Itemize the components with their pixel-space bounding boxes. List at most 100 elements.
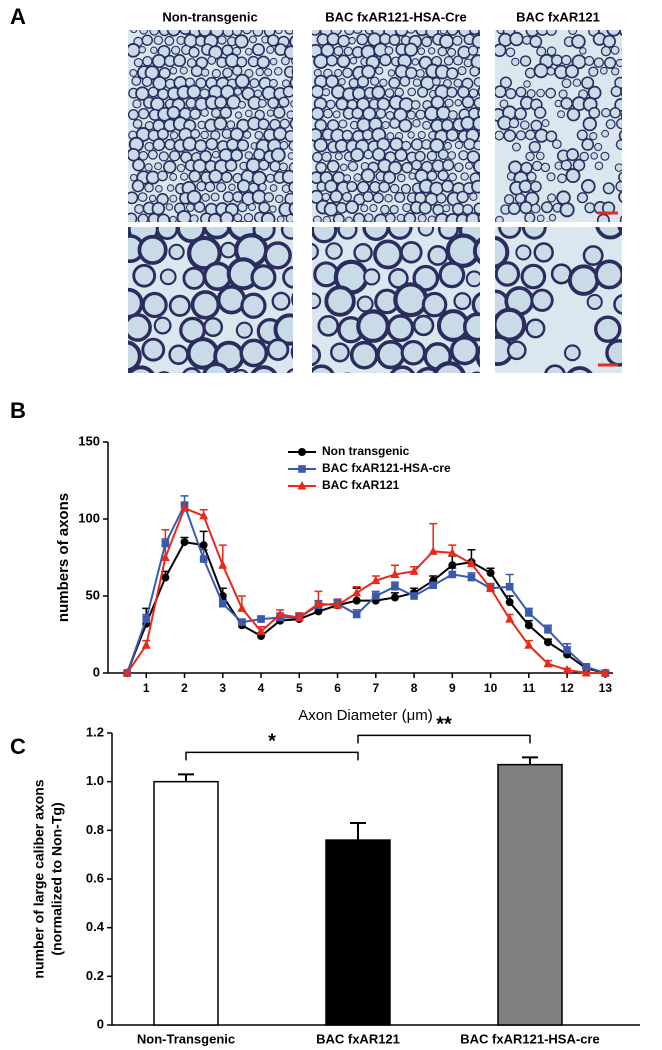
point [505, 582, 514, 591]
axon [286, 368, 293, 373]
axon [265, 173, 275, 183]
axon [290, 100, 293, 108]
axon [248, 35, 257, 44]
point [524, 621, 533, 630]
axon [560, 54, 572, 66]
axon [291, 30, 293, 34]
axon [239, 338, 269, 368]
axon [186, 189, 202, 205]
axon [498, 227, 522, 239]
axon [291, 292, 293, 306]
x-tick-label: 7 [372, 681, 379, 695]
panel-letter: C [10, 734, 26, 759]
axon [457, 66, 467, 76]
point [199, 510, 209, 520]
bar [325, 839, 391, 1026]
axon [137, 234, 168, 265]
axon [397, 173, 406, 183]
axon [515, 130, 527, 141]
axon [234, 111, 243, 119]
axon [445, 128, 459, 142]
axon [362, 129, 374, 141]
axon [348, 36, 356, 45]
axon [232, 65, 243, 76]
point [409, 566, 419, 575]
axon [376, 97, 391, 111]
axon [384, 46, 394, 56]
axon [541, 201, 553, 214]
axon [544, 364, 566, 373]
axon [417, 227, 435, 237]
axon [286, 110, 293, 120]
axon [394, 148, 408, 162]
axon [249, 78, 260, 89]
x-tick-label: 6 [334, 681, 341, 695]
axon [326, 159, 340, 173]
axon [465, 161, 473, 170]
axon [472, 237, 480, 265]
axon [546, 172, 556, 182]
axon [200, 68, 210, 77]
axon [486, 101, 493, 108]
axon [271, 291, 291, 311]
axon [605, 119, 616, 130]
axon [524, 129, 536, 141]
axon [145, 170, 160, 185]
axon [338, 77, 346, 86]
point [257, 615, 265, 623]
axon [465, 212, 480, 222]
axon [518, 179, 533, 194]
axon [499, 76, 512, 89]
axon [128, 313, 152, 342]
axon [625, 161, 637, 173]
axon [460, 172, 469, 181]
axon [590, 152, 599, 160]
axon [610, 45, 620, 55]
axon [228, 183, 236, 191]
axon [288, 181, 293, 194]
legend-marker [298, 465, 306, 473]
axon [557, 110, 566, 119]
axon [540, 162, 551, 173]
axon [454, 99, 462, 107]
axon [234, 34, 249, 49]
axon [341, 191, 352, 202]
axon [148, 194, 157, 203]
axon [332, 213, 345, 222]
axon [231, 30, 243, 37]
axon [289, 77, 293, 89]
y-tick-label: 1.0 [86, 773, 104, 788]
axon [525, 318, 546, 339]
axon [179, 66, 188, 75]
axon [579, 151, 590, 162]
axon [196, 181, 207, 192]
axon [272, 126, 288, 141]
point [141, 640, 151, 649]
axon [297, 129, 307, 139]
axon [576, 129, 588, 141]
axon [150, 46, 158, 54]
axon [614, 163, 622, 172]
axon [202, 362, 231, 373]
axon [352, 30, 363, 34]
legend-marker [297, 481, 307, 490]
axon [618, 190, 622, 203]
axon [250, 365, 278, 373]
point [429, 581, 437, 590]
axon [443, 55, 454, 66]
panel-letter: A [10, 4, 26, 29]
axon [133, 58, 144, 68]
axon [343, 174, 352, 183]
axon [416, 366, 441, 373]
axon [159, 268, 177, 286]
axon [207, 55, 217, 65]
axon [468, 88, 479, 98]
axon [375, 108, 387, 119]
axon [595, 227, 622, 240]
axon [288, 140, 293, 152]
axon [584, 202, 596, 214]
axon [378, 181, 391, 193]
axon [528, 140, 541, 154]
axon [613, 294, 622, 315]
